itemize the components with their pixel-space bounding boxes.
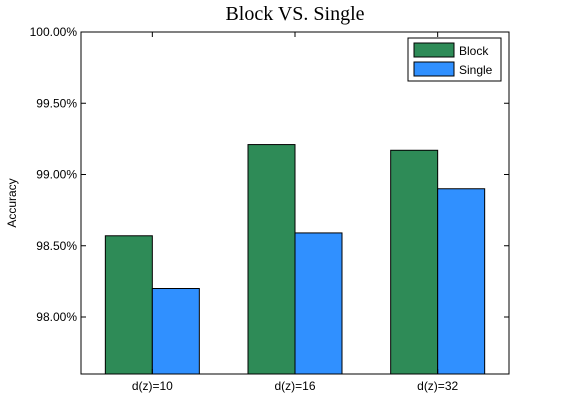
chart-title: Block VS. Single xyxy=(225,3,364,25)
y-tick-label: 99.00% xyxy=(36,168,77,182)
legend-swatch-block xyxy=(413,42,455,58)
y-tick-label: 98.00% xyxy=(36,310,77,324)
x-tick-label: d(z)=32 xyxy=(417,379,458,393)
legend-label-single: Single xyxy=(459,63,493,77)
y-axis-label: Accuracy xyxy=(5,178,19,227)
bar-block-1 xyxy=(247,144,296,375)
legend: Block Single xyxy=(407,37,502,82)
legend-swatch-single xyxy=(413,61,455,77)
bar-single-0 xyxy=(151,288,200,375)
y-tick-label: 99.50% xyxy=(36,96,77,110)
legend-label-block: Block xyxy=(459,44,489,58)
x-tick-label: d(z)=10 xyxy=(132,379,173,393)
bar-block-0 xyxy=(104,235,153,375)
bar-block-2 xyxy=(390,149,439,375)
y-axis: 98.00% 98.50% 99.00% 99.50% 100.00% xyxy=(30,25,509,324)
x-tick-label: d(z)=16 xyxy=(274,379,315,393)
y-tick-label: 98.50% xyxy=(36,239,77,253)
bar-single-2 xyxy=(437,188,486,375)
x-axis: d(z)=10 d(z)=16 d(z)=32 xyxy=(132,32,458,393)
bars-group xyxy=(104,144,486,375)
bar-single-1 xyxy=(294,232,343,375)
y-tick-label: 100.00% xyxy=(30,25,78,39)
